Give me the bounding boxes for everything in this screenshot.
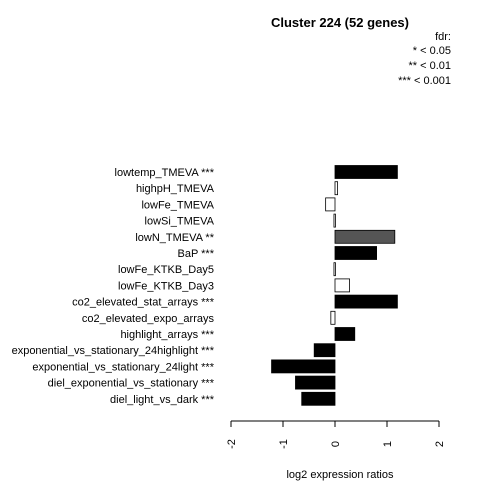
- x-axis: -2 -1 0 1 2: [226, 420, 446, 449]
- category-label-4: lowN_TMEVA **: [135, 232, 214, 244]
- bar-4: [334, 229, 396, 244]
- x-tick-label-3: 1: [382, 441, 394, 447]
- category-label-9: co2_elevated_expo_arrays: [82, 313, 215, 325]
- x-tick-label-2: 0: [330, 441, 342, 447]
- bar-12: [271, 359, 336, 374]
- category-label-1: highpH_TMEVA: [136, 183, 215, 195]
- bar-6: [333, 262, 336, 277]
- bar-11: [313, 343, 336, 358]
- x-tick-label-1: -1: [278, 439, 290, 449]
- category-label-14: diel_light_vs_dark ***: [110, 394, 215, 406]
- category-label-3: lowSi_TMEVA: [145, 216, 215, 228]
- fdr-legend: fdr: * < 0.05 ** < 0.01 *** < 0.001: [398, 31, 451, 87]
- category-labels-group: lowtemp_TMEVA *** highpH_TMEVA lowFe_TMEVA…: [12, 167, 215, 406]
- category-label-10: highlight_arrays ***: [120, 329, 214, 341]
- bar-1: [334, 181, 338, 196]
- category-label-6: lowFe_KTKB_Day5: [118, 264, 214, 276]
- x-tick-label-0: -2: [226, 439, 238, 449]
- chart-title: Cluster 224 (52 genes): [271, 15, 409, 30]
- bar-9: [330, 310, 336, 325]
- bar-14: [301, 391, 336, 406]
- bar-10: [334, 327, 356, 341]
- bar-8: [334, 294, 398, 309]
- legend-entry-3: *** < 0.001: [398, 75, 451, 87]
- category-label-2: lowFe_TMEVA: [141, 199, 214, 211]
- legend-entry-1: * < 0.05: [413, 45, 451, 57]
- category-label-0: lowtemp_TMEVA ***: [115, 167, 215, 179]
- category-label-13: diel_exponential_vs_stationary ***: [48, 378, 215, 390]
- category-label-5: BaP ***: [178, 248, 215, 260]
- category-label-7: lowFe_KTKB_Day3: [118, 280, 214, 292]
- legend-title: fdr:: [435, 31, 451, 43]
- x-tick-label-4: 2: [434, 441, 446, 447]
- bar-3: [333, 213, 336, 228]
- bar-2: [325, 197, 336, 212]
- bar-13: [295, 375, 336, 390]
- bar-0: [334, 165, 398, 179]
- category-label-12: exponential_vs_stationary_24light ***: [32, 361, 214, 373]
- bar-7: [334, 278, 350, 293]
- x-axis-label: log2 expression ratios: [286, 469, 394, 481]
- category-label-11: exponential_vs_stationary_24highlight **…: [12, 345, 215, 357]
- legend-entry-2: ** < 0.01: [408, 60, 451, 72]
- bars-group: [271, 165, 398, 406]
- category-label-8: co2_elevated_stat_arrays ***: [72, 297, 215, 309]
- bar-5: [334, 246, 377, 260]
